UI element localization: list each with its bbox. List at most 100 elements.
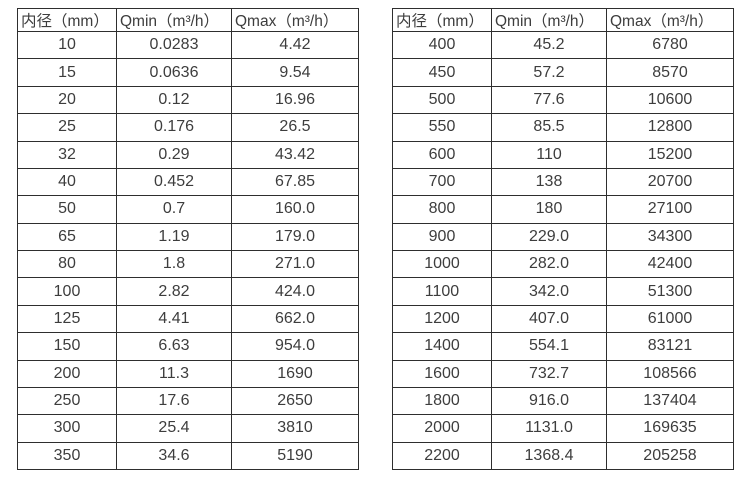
flow-spec-table-right: 内径（mm） Qmin（m³/h） Qmax（m³/h） 400 45.2 6780 45… — [392, 8, 734, 471]
qmax-cell: 51300 — [606, 277, 734, 306]
table-row: 125 4.41 662.0 — [17, 304, 359, 334]
qmax-cell: 5190 — [231, 441, 359, 471]
diameter-cell: 800 — [392, 195, 492, 224]
table-row: 1400 554.1 83121 — [392, 332, 734, 361]
diameter-cell: 550 — [392, 113, 492, 142]
diameter-cell: 15 — [17, 58, 117, 87]
qmax-column-header: Qmax（m³/h） — [231, 8, 359, 32]
table-row: 2200 1368.4 205258 — [392, 441, 734, 471]
qmax-cell: 179.0 — [231, 222, 359, 252]
qmax-cell: 1690 — [231, 359, 359, 388]
diameter-cell: 2200 — [392, 441, 492, 471]
qmin-cell: 407.0 — [491, 304, 607, 334]
qmin-cell: 0.12 — [116, 85, 232, 115]
qmin-cell: 11.3 — [116, 359, 232, 388]
table-row: 150 6.63 954.0 — [17, 332, 359, 361]
qmax-cell: 42400 — [606, 249, 734, 279]
qmin-cell: 732.7 — [491, 359, 607, 388]
qmax-cell: 26.5 — [231, 113, 359, 142]
qmin-cell: 45.2 — [491, 30, 607, 60]
table-row: 2000 1131.0 169635 — [392, 414, 734, 443]
header-row: 内径（mm） Qmin（m³/h） Qmax（m³/h） — [392, 8, 734, 32]
qmax-cell: 43.42 — [231, 140, 359, 169]
table-row: 400 45.2 6780 — [392, 30, 734, 60]
table-row: 800 180 27100 — [392, 195, 734, 224]
diameter-cell: 900 — [392, 222, 492, 252]
diameter-cell: 100 — [17, 277, 117, 306]
table-row: 700 138 20700 — [392, 167, 734, 197]
qmin-cell: 0.0283 — [116, 30, 232, 60]
diameter-cell: 250 — [17, 386, 117, 416]
qmax-cell: 169635 — [606, 414, 734, 443]
qmin-cell: 282.0 — [491, 249, 607, 279]
qmax-cell: 6780 — [606, 30, 734, 60]
diameter-cell: 600 — [392, 140, 492, 169]
qmin-cell: 0.7 — [116, 195, 232, 224]
diameter-cell: 50 — [17, 195, 117, 224]
qmin-cell: 0.176 — [116, 113, 232, 142]
qmin-cell: 1368.4 — [491, 441, 607, 471]
qmin-cell: 1.8 — [116, 249, 232, 279]
table-row: 500 77.6 10600 — [392, 85, 734, 115]
diameter-cell: 350 — [17, 441, 117, 471]
table-row: 300 25.4 3810 — [17, 414, 359, 443]
diameter-cell: 1600 — [392, 359, 492, 388]
diameter-cell: 150 — [17, 332, 117, 361]
table-row: 50 0.7 160.0 — [17, 195, 359, 224]
table-row: 1200 407.0 61000 — [392, 304, 734, 334]
flow-spec-table-left: 内径（mm） Qmin（m³/h） Qmax（m³/h） 10 0.0283 4.42 1… — [17, 8, 359, 471]
qmax-cell: 12800 — [606, 113, 734, 142]
qmin-cell: 2.82 — [116, 277, 232, 306]
table-row: 65 1.19 179.0 — [17, 222, 359, 252]
diameter-cell: 300 — [17, 414, 117, 443]
qmax-cell: 27100 — [606, 195, 734, 224]
table-row: 80 1.8 271.0 — [17, 249, 359, 279]
diameter-cell: 25 — [17, 113, 117, 142]
qmax-cell: 8570 — [606, 58, 734, 87]
qmax-cell: 20700 — [606, 167, 734, 197]
table-row: 550 85.5 12800 — [392, 113, 734, 142]
table-row: 350 34.6 5190 — [17, 441, 359, 471]
table-row: 250 17.6 2650 — [17, 386, 359, 416]
diameter-cell: 1800 — [392, 386, 492, 416]
qmax-cell: 160.0 — [231, 195, 359, 224]
table-row: 200 11.3 1690 — [17, 359, 359, 388]
table-row: 100 2.82 424.0 — [17, 277, 359, 306]
qmin-cell: 342.0 — [491, 277, 607, 306]
diameter-cell: 1100 — [392, 277, 492, 306]
qmax-cell: 15200 — [606, 140, 734, 169]
qmin-cell: 85.5 — [491, 113, 607, 142]
qmax-cell: 424.0 — [231, 277, 359, 306]
diameter-column-header: 内径（mm） — [392, 8, 492, 32]
qmax-cell: 34300 — [606, 222, 734, 252]
diameter-cell: 450 — [392, 58, 492, 87]
diameter-cell: 65 — [17, 222, 117, 252]
qmin-cell: 6.63 — [116, 332, 232, 361]
diameter-cell: 200 — [17, 359, 117, 388]
qmax-cell: 662.0 — [231, 304, 359, 334]
diameter-cell: 700 — [392, 167, 492, 197]
diameter-cell: 400 — [392, 30, 492, 60]
qmin-cell: 110 — [491, 140, 607, 169]
qmin-column-header: Qmin（m³/h） — [116, 8, 232, 32]
table-row: 25 0.176 26.5 — [17, 113, 359, 142]
table-row: 32 0.29 43.42 — [17, 140, 359, 169]
diameter-cell: 125 — [17, 304, 117, 334]
qmax-cell: 3810 — [231, 414, 359, 443]
qmin-cell: 138 — [491, 167, 607, 197]
diameter-column-header: 内径（mm） — [17, 8, 117, 32]
qmax-cell: 954.0 — [231, 332, 359, 361]
table-row: 1800 916.0 137404 — [392, 386, 734, 416]
table-row: 1100 342.0 51300 — [392, 277, 734, 306]
qmax-cell: 108566 — [606, 359, 734, 388]
qmax-cell: 2650 — [231, 386, 359, 416]
qmax-cell: 16.96 — [231, 85, 359, 115]
qmin-cell: 0.452 — [116, 167, 232, 197]
table-row: 900 229.0 34300 — [392, 222, 734, 252]
diameter-cell: 80 — [17, 249, 117, 279]
diameter-cell: 10 — [17, 30, 117, 60]
diameter-cell: 1400 — [392, 332, 492, 361]
qmin-column-header: Qmin（m³/h） — [491, 8, 607, 32]
table-row: 1000 282.0 42400 — [392, 249, 734, 279]
